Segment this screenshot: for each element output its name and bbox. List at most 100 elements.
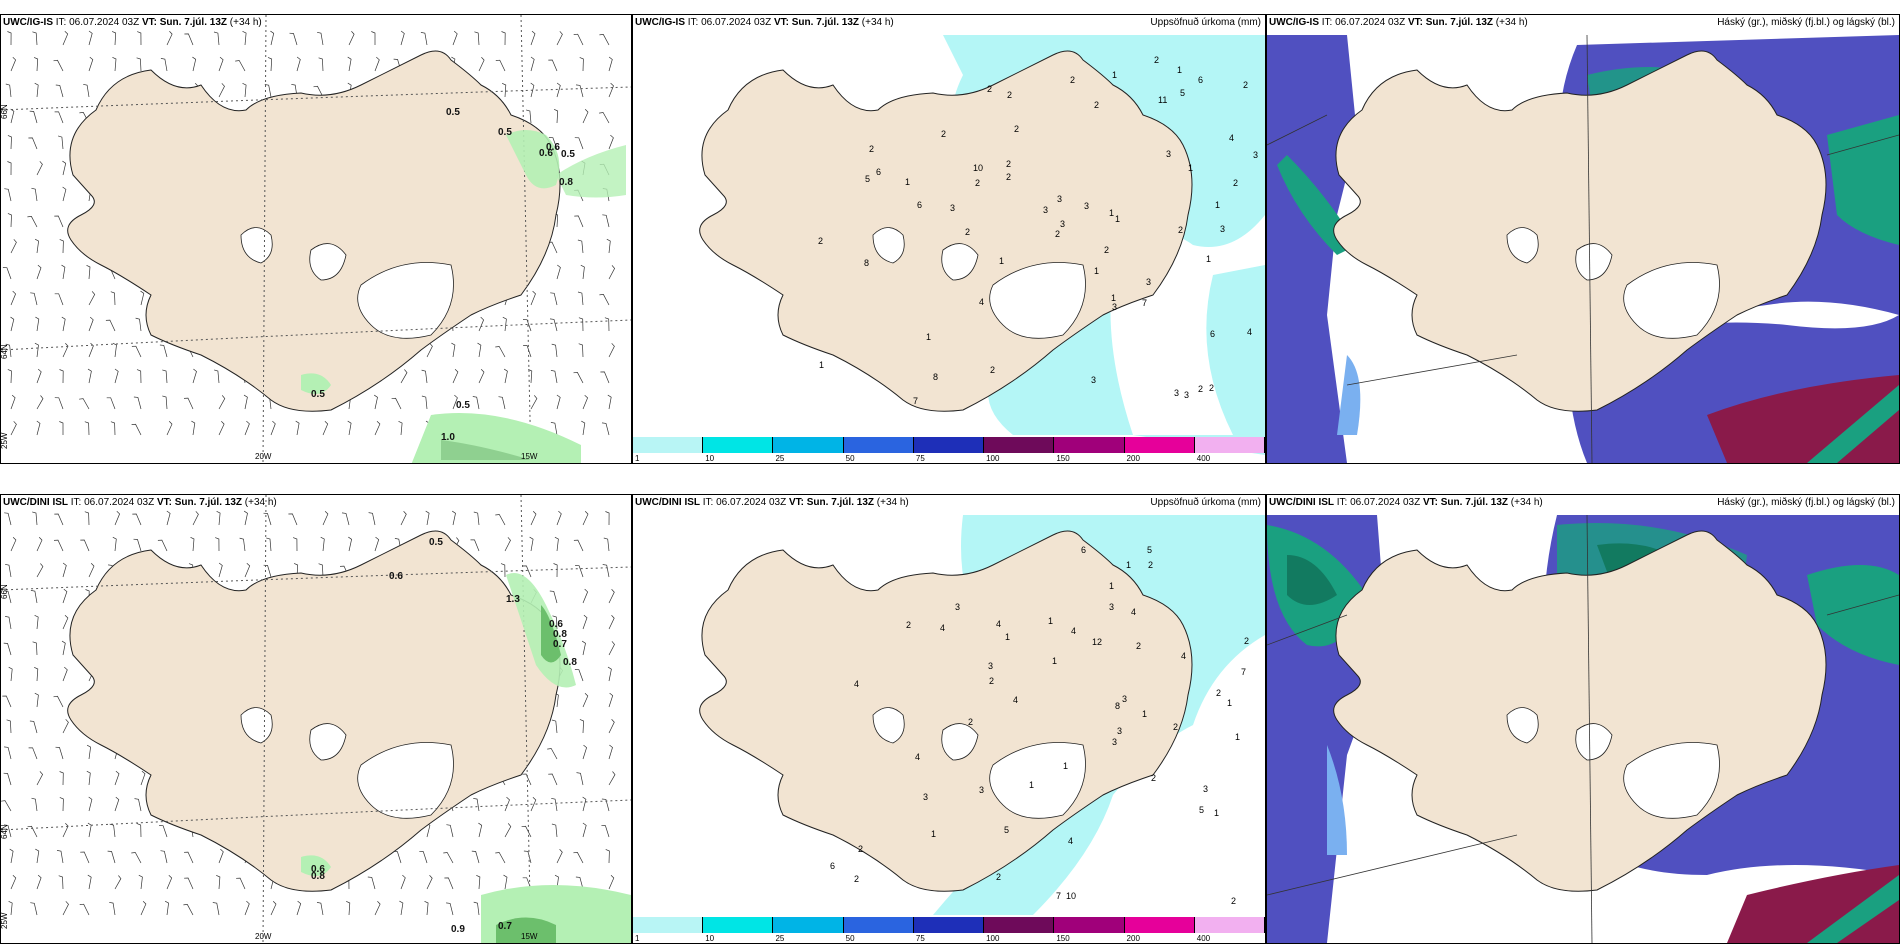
- wind-barb: [244, 900, 250, 916]
- wind-barb: [84, 421, 90, 436]
- wind-barb: [31, 187, 38, 202]
- colorbar-label: 75: [915, 934, 925, 943]
- precip-value: 3: [955, 602, 960, 612]
- wind-barb: [53, 59, 64, 72]
- precip-value: 1: [1094, 266, 1099, 276]
- svg-text:0.7: 0.7: [498, 921, 512, 932]
- wind-barb: [218, 562, 223, 578]
- wind-barb: [140, 290, 145, 306]
- precip-value: 1: [1029, 780, 1034, 790]
- wind-barb: [317, 31, 324, 46]
- colorbar-label: 50: [845, 454, 855, 463]
- wind-barb: [131, 423, 142, 436]
- wind-barb: [213, 31, 220, 46]
- wind-barb: [347, 56, 352, 72]
- wind-barb: [62, 160, 67, 176]
- wind-barb: [218, 395, 226, 410]
- precip-value: 1: [1215, 200, 1220, 210]
- wind-barb: [59, 797, 64, 812]
- precip-value: 3: [1166, 149, 1171, 159]
- wind-barb: [192, 368, 197, 384]
- svg-text:0.8: 0.8: [559, 177, 573, 188]
- precip-value: 4: [915, 752, 920, 762]
- precip-value: 3: [1203, 784, 1208, 794]
- wind-barb: [318, 563, 324, 578]
- wind-barb: [600, 371, 610, 384]
- precip-value: 1: [926, 332, 931, 342]
- wind-barb: [56, 850, 64, 864]
- wind-barb: [2, 267, 12, 280]
- wind-barb: [398, 420, 403, 436]
- precip-value: 3: [1112, 737, 1117, 747]
- wind-barb: [556, 849, 563, 864]
- wind-barb: [602, 564, 610, 578]
- wind-barb: [54, 215, 64, 228]
- wind-barb: [550, 422, 558, 436]
- wind-barb: [576, 772, 584, 786]
- wind-barb: [160, 850, 168, 864]
- wind-barb: [478, 822, 483, 838]
- wind-barb: [7, 135, 12, 150]
- precip-value: 1: [1111, 293, 1116, 303]
- precip-value: 5: [1004, 825, 1009, 835]
- wind-barb: [548, 137, 558, 150]
- wind-barb: [495, 514, 506, 526]
- panel-header: UWC/DINI ISL IT: 06.07.2024 03Z VT: Sun.…: [1269, 497, 1543, 508]
- wind-barb: [348, 31, 355, 46]
- precip-value: 3: [1253, 150, 1258, 160]
- wind-barb: [166, 420, 173, 436]
- precip-value: 2: [1136, 641, 1141, 651]
- wind-barb: [9, 848, 14, 864]
- wind-barb: [523, 345, 532, 358]
- wind-barb: [530, 395, 538, 410]
- wind-barb: [136, 823, 142, 838]
- wind-barb: [504, 823, 512, 838]
- svg-text:0.6: 0.6: [549, 619, 563, 630]
- wind-barb: [183, 397, 194, 410]
- precip-value: 11: [1158, 95, 1167, 105]
- wind-barb: [7, 31, 12, 46]
- wind-barb: [582, 588, 589, 604]
- wind-barb: [34, 238, 39, 254]
- wind-barb: [348, 536, 352, 552]
- precip-value: 3: [1184, 390, 1189, 400]
- wind-barb: [476, 874, 481, 890]
- wind-barb: [577, 291, 584, 306]
- wind-barb: [478, 316, 485, 332]
- wind-barb: [608, 692, 614, 708]
- wind-barb: [426, 343, 433, 358]
- colorbar-label: 150: [1056, 934, 1070, 943]
- precip-value: 3: [1043, 205, 1048, 215]
- wind-barb: [478, 56, 485, 72]
- wind-barb: [166, 30, 173, 46]
- precip-value: 4: [1181, 651, 1186, 661]
- wind-barb: [421, 395, 428, 410]
- wind-barb: [473, 797, 480, 812]
- wind-barb: [602, 214, 610, 228]
- wind-barb: [582, 510, 589, 526]
- wind-barb: [608, 343, 615, 358]
- precip-value: 8: [933, 372, 938, 382]
- precip-value: 2: [854, 874, 859, 884]
- wind-barb: [472, 396, 480, 410]
- precip-value: 1: [1142, 709, 1147, 719]
- wind-barb: [10, 316, 15, 332]
- precip-value: 12: [1092, 637, 1102, 647]
- precip-value: 4: [1229, 133, 1234, 143]
- wind-barb: [522, 565, 532, 578]
- svg-text:0.5: 0.5: [429, 537, 443, 548]
- wind-barb: [34, 666, 39, 682]
- wind-barb: [501, 31, 506, 46]
- precip-value: 3: [1122, 694, 1127, 704]
- wind-barb: [604, 317, 610, 332]
- colorbar-label: 25: [775, 934, 785, 943]
- precip-value: 1: [819, 360, 824, 370]
- wind-barb: [114, 875, 122, 890]
- colorbar-label: 400: [1196, 454, 1211, 463]
- wind-barb: [164, 900, 169, 916]
- wind-barb: [55, 746, 64, 760]
- wind-barb: [88, 30, 93, 46]
- wind-barb: [549, 590, 558, 604]
- wind-barb: [114, 368, 119, 384]
- wind-barb: [131, 852, 142, 864]
